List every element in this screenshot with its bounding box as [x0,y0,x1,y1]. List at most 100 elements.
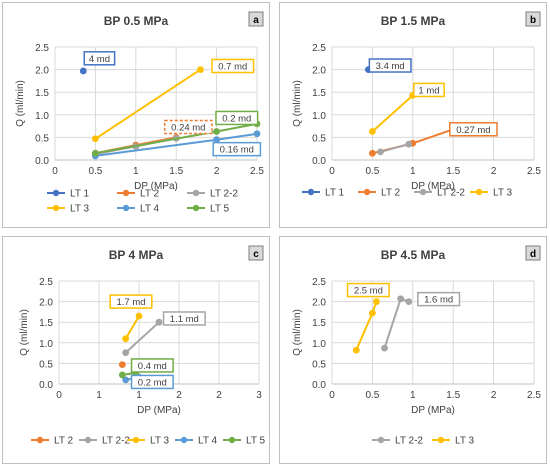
y-tick-label: 0.5 [312,359,326,370]
x-tick-label: 1.5 [446,166,460,177]
legend-marker-lt-3 [437,436,445,444]
y-tick-label: 0.0 [39,380,53,391]
annotation-box [162,311,206,326]
legend-marker-lt-3 [132,436,140,444]
y-tick-label: 0.0 [312,156,326,167]
legend-marker-lt-2-2 [84,436,92,444]
y-tick-label: 0.0 [35,156,49,167]
annotation-label: 0.2 md [222,113,251,124]
y-axis-title: Q (ml/min) [292,309,303,356]
chart-panel-c: BP 4 MPa c 0.0 0.5 1.0 1.5 2.0 2.5 0 1 1 2 2 3 DP (MPa… [2,236,270,464]
annotation-label: 0.4 md [138,361,167,372]
data-point-lt-2 [369,149,376,157]
legend-marker-lt-3 [52,204,60,212]
data-point-lt-3 [122,335,130,343]
x-tick-label: 1 [96,390,102,401]
y-axis-title: Q (ml/min) [292,80,303,127]
data-point-lt-2-2 [122,349,130,357]
y-tick-label: 1.0 [39,339,53,350]
data-point-lt-2-2 [381,344,388,352]
x-tick-label: 1.5 [169,166,183,177]
annotation-box [212,141,262,157]
x-tick-label: 0.5 [365,390,379,401]
data-point-lt-2-2 [405,140,413,148]
legend-label-lt-1: LT 1 [70,189,90,200]
chart-panel-a: BP 0.5 MPa a 0.0 0.5 1.0 1.5 2.0 2.5 0 0.5 1 1.5 2 2.… [2,2,270,228]
y-tick-label: 2.5 [35,43,49,54]
y-tick-label: 1.5 [312,88,326,99]
annotation-box [215,110,259,126]
annotation-box [130,374,174,390]
y-axis-title: Q (ml/min) [15,80,26,127]
y-tick-label: 1.5 [312,318,326,329]
legend-marker-lt-2-2 [192,189,200,197]
series-line-lt-2-2 [383,297,410,349]
legend-label-lt-1: LT 1 [325,188,345,199]
y-tick-label: 1.0 [35,111,49,122]
x-axis-title: DP (MPa) [137,405,181,416]
chart-title: BP 4 MPa [109,248,164,262]
chart-c-svg: BP 4 MPa c 0.0 0.5 1.0 1.5 2.0 2.5 0 1 1 2 2 3 DP (MPa… [19,245,266,447]
y-tick-label: 2.0 [35,66,49,77]
chart-panel-d: BP 4.5 MPa d 0.0 0.5 1.0 1.5 2.0 2.5 0 0.5 1 1.5 2 2.… [279,236,547,464]
x-tick-label: 0.5 [365,166,379,177]
annotation-label: 3.4 md [376,61,405,72]
annotation-label: 0.2 md [138,377,167,388]
y-tick-label: 1.5 [35,88,49,99]
data-point-lt-3 [197,66,204,73]
x-tick-label: 2 [176,390,182,401]
annotation-box [109,294,153,309]
y-tick-label: 2.5 [312,43,326,54]
x-tick-label: 2 [491,166,497,177]
legend-label-lt-5: LT 5 [210,204,230,215]
data-point-lt-5 [92,149,99,157]
annotation-box [449,122,498,137]
y-tick-label: 0.0 [312,380,326,391]
panel-label: d [530,249,536,260]
x-tick-label: 2.5 [527,166,541,177]
y-tick-label: 2.0 [39,298,53,309]
y-tick-label: 0.5 [312,133,326,144]
x-tick-label: 0.5 [88,166,102,177]
chart-title: BP 4.5 MPa [381,248,446,262]
data-point-lt-1 [79,67,87,75]
legend-label-lt-2: LT 2 [381,188,401,199]
annotation-label: 1 md [418,85,439,96]
data-point-lt-3 [369,309,376,317]
x-tick-label: 2 [214,166,220,177]
legend-marker-lt-1 [52,189,60,197]
data-point-lt-2-2 [397,295,405,303]
data-point-lt-3 [352,346,360,354]
annotation-label: 0.24 md [171,123,205,134]
data-point-lt-4 [213,136,221,144]
panel-badge [525,11,541,27]
annotation-label: 1.7 md [116,297,145,308]
chart-d-svg: BP 4.5 MPa d 0.0 0.5 1.0 1.5 2.0 2.5 0 0.5 1 1.5 2 2.… [292,245,541,447]
data-point-lt-4 [122,376,130,384]
annotation-label: 1.1 md [170,314,199,325]
legend-label-lt-3: LT 3 [150,436,170,447]
series-line-lt-3 [371,94,414,133]
chart-a-svg: BP 0.5 MPa a 0.0 0.5 1.0 1.5 2.0 2.5 0 0.5 1 1.5 2 2.… [15,11,264,215]
x-tick-label: 2 [491,390,497,401]
x-tick-label: 1 [410,166,416,177]
x-axis-title: DP (MPa) [411,181,455,192]
annotation-box [413,82,445,98]
y-tick-label: 0.5 [35,133,49,144]
legend-marker-lt-2 [363,188,371,196]
legend-label-lt-4: LT 4 [140,204,160,215]
data-point-lt-2-2 [155,318,163,326]
legend-marker-lt-2 [122,189,130,197]
x-tick-label: 1.5 [446,390,460,401]
y-axis-title: Q (ml/min) [19,309,30,356]
data-point-lt-5 [118,371,126,379]
panel-label: b [530,15,536,26]
panel-label: c [253,249,259,260]
annotation-label: 0.16 md [220,145,254,156]
x-tick-label: 0 [329,390,335,401]
legend-marker-lt-5 [192,204,200,212]
legend-label-lt-5: LT 5 [246,436,266,447]
y-tick-label: 1.5 [39,318,53,329]
x-tick-label: 2.5 [527,390,541,401]
legend-marker-lt-1 [307,188,315,196]
